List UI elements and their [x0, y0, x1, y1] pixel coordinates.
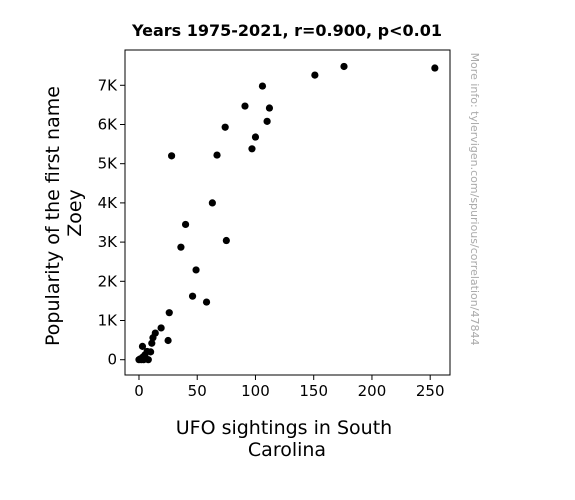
data-point-34	[340, 62, 348, 71]
data-point-16	[165, 309, 173, 317]
data-point-10	[147, 348, 155, 356]
y-tick-label-1: 1K	[98, 312, 119, 330]
data-point-15	[164, 336, 172, 345]
y-tick-label-7: 7K	[98, 76, 119, 94]
data-point-26	[222, 236, 230, 245]
plot-area	[124, 49, 451, 376]
y-tick-label-6: 6K	[98, 115, 119, 133]
data-point-19	[181, 220, 190, 229]
x-tick-label-2: 100	[241, 382, 270, 400]
data-point-23	[208, 199, 216, 207]
data-point-30	[258, 82, 267, 90]
x-tick-label-4: 200	[358, 382, 387, 400]
y-axis-ticks: 0 1K 2K 3K 4K 5K 6K 7K	[98, 76, 125, 369]
data-point-11	[148, 339, 156, 347]
data-point-24	[213, 151, 221, 159]
y-axis-label-line-1: Popularity of the first name	[42, 86, 64, 346]
y-tick-label-3: 3K	[98, 233, 119, 251]
data-point-25	[221, 123, 229, 131]
data-point-33	[311, 71, 319, 79]
y-tick-label-4: 4K	[98, 194, 119, 212]
y-tick-label-0: 0	[107, 351, 117, 369]
data-point-14	[157, 324, 165, 332]
data-point-31	[263, 117, 271, 125]
data-point-18	[177, 243, 185, 251]
y-tick-label-5: 5K	[98, 155, 119, 173]
x-axis-label-line-1: UFO sightings in South	[176, 417, 392, 439]
data-point-20	[188, 292, 197, 300]
x-tick-label-1: 50	[188, 382, 207, 400]
data-point-9	[144, 356, 152, 364]
data-point-35	[431, 64, 439, 72]
data-points	[135, 62, 439, 364]
data-point-13	[151, 329, 159, 337]
x-axis-label: UFO sightings in South Carolina	[176, 417, 399, 461]
y-axis-label: Popularity of the first name Zoey	[42, 80, 86, 346]
watermark-text: More info: tylervigen.com/spurious/corre…	[468, 53, 481, 346]
data-point-32	[265, 104, 274, 112]
data-point-28	[248, 145, 256, 153]
data-point-17	[167, 152, 176, 160]
x-axis-label-line-2: Carolina	[248, 439, 326, 461]
chart-title: Years 1975-2021, r=0.900, p<0.01	[131, 21, 442, 40]
x-tick-label-0: 0	[134, 382, 144, 400]
data-point-27	[241, 102, 249, 110]
y-axis-label-line-2: Zoey	[64, 189, 86, 237]
x-tick-label-3: 150	[299, 382, 328, 400]
data-point-29	[251, 133, 260, 141]
data-point-21	[192, 266, 200, 274]
y-tick-label-2: 2K	[98, 272, 119, 290]
data-point-4	[138, 342, 147, 350]
data-point-22	[202, 298, 211, 306]
x-axis-ticks: 0 50 100 150 200 250	[134, 375, 445, 400]
x-tick-label-5: 250	[416, 382, 445, 400]
